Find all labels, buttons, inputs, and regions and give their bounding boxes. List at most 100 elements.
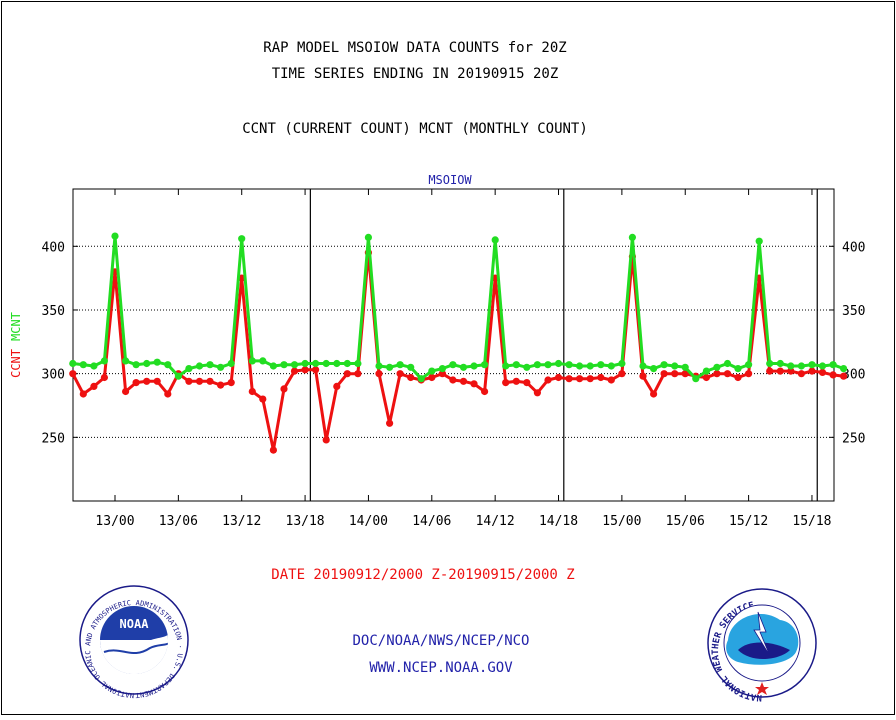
data-point-mcnt: [100, 357, 108, 365]
data-point-mcnt: [681, 363, 689, 371]
data-point-mcnt: [354, 359, 362, 368]
data-point-ccnt: [459, 377, 468, 385]
data-point-mcnt: [312, 359, 320, 368]
data-point-mcnt: [512, 361, 520, 369]
data-point-mcnt: [269, 362, 277, 370]
data-point-mcnt: [586, 362, 594, 370]
data-point-mcnt: [111, 232, 119, 240]
data-point-mcnt: [69, 359, 77, 368]
data-point-mcnt: [438, 365, 446, 373]
data-point-mcnt: [153, 358, 161, 366]
data-point-mcnt: [428, 367, 436, 375]
data-point-ccnt: [269, 446, 277, 454]
data-point-mcnt: [449, 361, 457, 369]
data-point-mcnt: [818, 362, 827, 370]
data-point-ccnt: [713, 370, 721, 378]
data-point-ccnt: [354, 370, 362, 378]
data-point-ccnt: [122, 387, 130, 396]
data-point-mcnt: [132, 361, 140, 369]
data-point-mcnt: [766, 359, 774, 368]
star-icon: [755, 682, 769, 695]
x-ticks: 13/00 13/06 13/12 13/18 14/00 14/06 14/12 14/18…: [95, 189, 832, 529]
data-point-mcnt: [734, 365, 742, 373]
data-point-mcnt: [745, 361, 753, 369]
data-point-ccnt: [396, 370, 404, 378]
data-point-ccnt: [386, 419, 394, 427]
x-tick-label: 15/06: [666, 514, 705, 529]
data-point-mcnt: [808, 361, 816, 369]
data-point-ccnt: [343, 370, 351, 378]
data-point-ccnt: [481, 387, 489, 396]
data-point-ccnt: [745, 370, 753, 378]
data-point-mcnt: [829, 361, 837, 369]
data-point-mcnt: [470, 362, 478, 370]
data-point-mcnt: [523, 363, 531, 371]
x-tick-label: 15/00: [602, 514, 641, 529]
data-point-mcnt: [217, 363, 225, 371]
data-point-ccnt: [470, 380, 478, 388]
data-point-ccnt: [100, 373, 108, 382]
plot-area: [72, 188, 835, 502]
data-point-mcnt: [502, 362, 510, 370]
data-point-ccnt: [375, 370, 383, 378]
data-point-mcnt: [79, 361, 87, 369]
data-point-ccnt: [206, 377, 214, 385]
data-point-mcnt: [195, 362, 204, 370]
data-point-mcnt: [238, 235, 246, 243]
data-point-mcnt: [787, 362, 795, 370]
y-tick-label-right: 250: [842, 431, 865, 446]
data-point-ccnt: [322, 436, 330, 444]
data-point-mcnt: [143, 359, 151, 368]
data-point-ccnt: [650, 390, 658, 398]
grid: [73, 245, 834, 438]
data-point-mcnt: [544, 361, 552, 369]
data-point-ccnt: [702, 373, 711, 382]
data-point-ccnt: [502, 379, 510, 387]
noaa-logo-text: NOAA: [120, 617, 150, 631]
data-point-ccnt: [586, 375, 594, 383]
y-tick-label-right: 350: [842, 304, 865, 319]
x-tick-label: 13/18: [286, 514, 325, 529]
chart-title: MSOIOW: [428, 173, 472, 187]
data-point-ccnt: [153, 377, 161, 385]
data-point-mcnt: [491, 236, 499, 244]
data-point-ccnt: [333, 382, 341, 390]
data-point-mcnt: [90, 362, 98, 370]
data-point-mcnt: [417, 375, 425, 383]
data-point-mcnt: [290, 361, 299, 369]
y-label-ccnt: CCNT: [9, 349, 23, 378]
data-point-mcnt: [459, 363, 468, 371]
org-line: DOC/NOAA/NWS/NCEP/NCO: [352, 633, 529, 649]
data-point-mcnt: [227, 359, 235, 368]
data-point-mcnt: [248, 357, 256, 365]
data-point-ccnt: [132, 379, 140, 387]
data-point-mcnt: [597, 361, 605, 369]
data-point-mcnt: [206, 361, 214, 369]
data-point-mcnt: [333, 359, 341, 368]
data-point-ccnt: [312, 366, 320, 374]
data-point-ccnt: [512, 377, 520, 385]
data-point-ccnt: [607, 376, 615, 384]
data-point-ccnt: [544, 376, 552, 384]
data-point-mcnt: [185, 365, 193, 373]
data-point-ccnt: [248, 387, 256, 396]
data-point-mcnt: [533, 361, 542, 369]
y-axis-label: CCNT MCNT: [9, 312, 23, 378]
y-label-mcnt: MCNT: [9, 312, 23, 341]
title-line-3: CCNT (CURRENT COUNT) MCNT (MONTHLY COUNT…: [242, 121, 588, 137]
data-point-ccnt: [259, 395, 267, 403]
data-point-mcnt: [386, 363, 394, 371]
data-point-ccnt: [143, 377, 151, 385]
title-line-1: RAP MODEL MSOIOW DATA COUNTS for 20Z: [263, 40, 566, 56]
data-point-mcnt: [322, 359, 330, 368]
data-point-ccnt: [428, 373, 436, 382]
data-point-ccnt: [618, 370, 626, 378]
data-point-ccnt: [301, 366, 309, 374]
data-point-ccnt: [787, 367, 795, 375]
x-tick-label: 13/12: [222, 514, 261, 529]
data-point-ccnt: [797, 370, 806, 378]
data-point-mcnt: [122, 357, 130, 365]
data-point-mcnt: [618, 359, 626, 368]
data-point-ccnt: [407, 373, 415, 382]
